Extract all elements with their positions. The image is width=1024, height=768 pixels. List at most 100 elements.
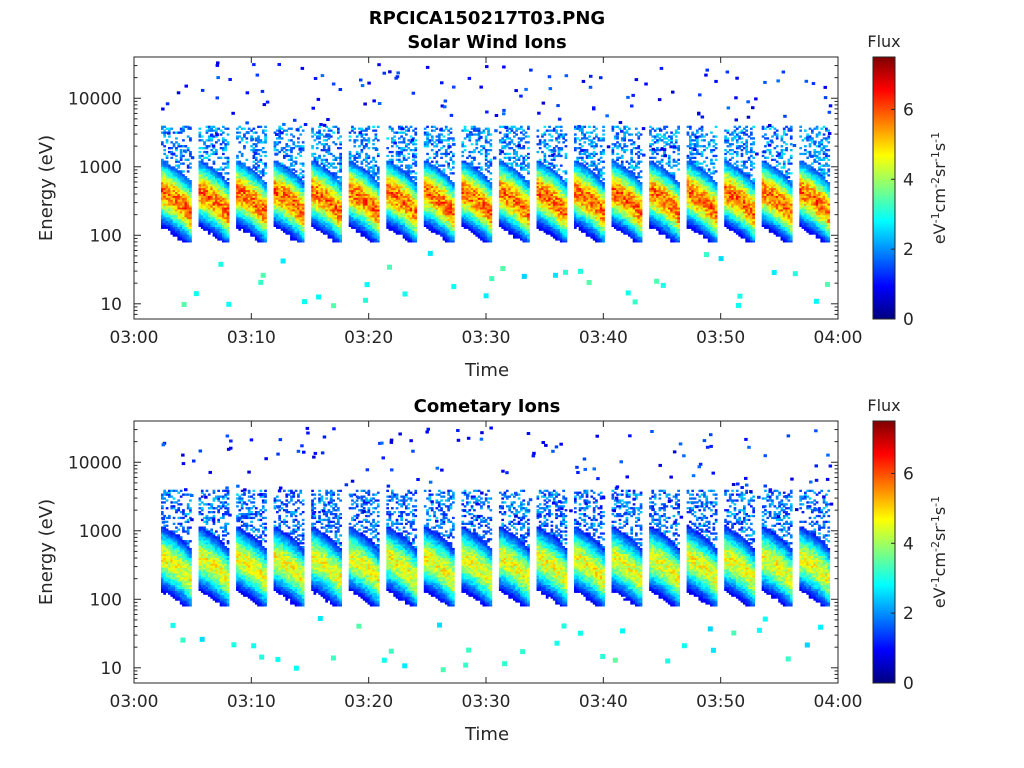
heatmap-cell	[409, 201, 413, 204]
heatmap-cell	[327, 152, 331, 156]
heatmap-cell	[409, 236, 413, 239]
heatmap-cell	[165, 178, 169, 181]
heatmap-cell	[189, 139, 192, 142]
heatmap-cell	[395, 189, 399, 192]
heatmap-cell	[348, 170, 352, 173]
heatmap-cell	[477, 162, 481, 165]
heatmap-cell	[360, 209, 364, 212]
heatmap-cell	[337, 195, 340, 198]
heatmap-cell	[444, 234, 448, 237]
heatmap-cell	[351, 226, 354, 229]
heatmap-cell	[257, 226, 260, 229]
heatmap-cell	[423, 191, 427, 194]
heatmap-cell	[280, 220, 284, 224]
heatmap-cell	[353, 154, 357, 158]
heatmap-cell	[292, 238, 296, 241]
heatmap-cell	[447, 240, 450, 243]
heatmap-cell	[318, 205, 321, 208]
heatmap-cell	[189, 203, 192, 206]
heatmap-cell	[388, 218, 392, 222]
heatmap-cell	[433, 216, 436, 220]
heatmap-cell	[470, 201, 474, 204]
heatmap-cell	[395, 174, 399, 177]
heatmap-cell	[238, 213, 242, 216]
heatmap-cell	[374, 164, 378, 167]
heatmap-cell	[428, 203, 432, 206]
heatmap-cell	[426, 209, 429, 212]
heatmap-cell	[252, 191, 256, 194]
heatmap-cell	[367, 215, 371, 218]
heatmap-cell	[355, 191, 359, 194]
heatmap-cell	[435, 135, 439, 138]
heatmap-cell	[278, 127, 281, 130]
heatmap-cell	[261, 224, 265, 227]
heatmap-cell	[407, 218, 411, 222]
heatmap-cell	[367, 216, 371, 220]
heatmap-cell	[437, 185, 441, 189]
heatmap-cell	[175, 158, 178, 161]
heatmap-cell	[273, 143, 277, 146]
heatmap-cell	[339, 234, 342, 237]
heatmap-cell	[477, 166, 481, 169]
heatmap-cell	[170, 197, 174, 200]
heatmap-cell	[250, 197, 253, 200]
heatmap-cell	[198, 189, 202, 192]
heatmap-cell	[360, 176, 364, 179]
heatmap-cell	[430, 218, 434, 222]
heatmap-cell	[412, 143, 415, 146]
heatmap-cell	[367, 191, 371, 194]
heatmap-cell	[461, 164, 465, 167]
heatmap-cell	[175, 216, 178, 220]
heatmap-cell	[452, 166, 455, 169]
heatmap-cell	[433, 193, 436, 196]
heatmap-cell	[372, 187, 375, 191]
heatmap-cell	[395, 195, 399, 198]
heatmap-cell	[391, 187, 394, 191]
heatmap-cell	[365, 182, 368, 185]
heatmap-cell	[205, 131, 209, 134]
heatmap-cell	[369, 166, 373, 169]
heatmap-cell	[299, 215, 303, 218]
heatmap-cell	[264, 215, 267, 218]
heatmap-cell	[294, 193, 298, 196]
heatmap-cell	[276, 197, 279, 200]
heatmap-cell	[430, 191, 434, 194]
heatmap-cell	[311, 180, 314, 183]
heatmap-cell	[179, 191, 183, 194]
heatmap-cell	[226, 240, 230, 243]
heatmap-cell	[203, 201, 206, 204]
heatmap-cell	[393, 180, 396, 183]
heatmap-cell	[210, 209, 213, 212]
heatmap-cell	[362, 172, 366, 175]
heatmap-cell	[311, 183, 314, 187]
heatmap-cell	[463, 182, 467, 185]
heatmap-cell	[207, 218, 211, 222]
heatmap-cell	[273, 147, 277, 150]
heatmap-cell	[327, 182, 331, 185]
heatmap-cell	[442, 211, 446, 214]
heatmap-cell	[402, 149, 406, 152]
heatmap-cell	[211, 144, 216, 148]
heatmap-cell	[205, 187, 209, 191]
heatmap-cell	[430, 226, 434, 229]
heatmap-cell	[285, 187, 289, 191]
heatmap-cell	[175, 209, 178, 212]
heatmap-cell	[329, 187, 333, 191]
heatmap-cell	[186, 197, 190, 200]
heatmap-cell	[254, 187, 258, 191]
heatmap-cell	[316, 97, 321, 101]
heatmap-cell	[243, 201, 246, 204]
heatmap-cell	[203, 166, 206, 169]
heatmap-cell	[278, 129, 281, 132]
heatmap-cell	[224, 240, 227, 243]
heatmap-cell	[376, 224, 380, 227]
heatmap-cell	[280, 222, 284, 225]
heatmap-cell	[215, 209, 218, 212]
heatmap-cell	[348, 176, 352, 179]
heatmap-cell	[407, 238, 411, 241]
heatmap-cell	[325, 193, 328, 196]
heatmap-cell	[433, 199, 436, 202]
heatmap-cell	[299, 236, 303, 239]
heatmap-cell	[332, 240, 335, 243]
heatmap-cell	[325, 205, 328, 208]
